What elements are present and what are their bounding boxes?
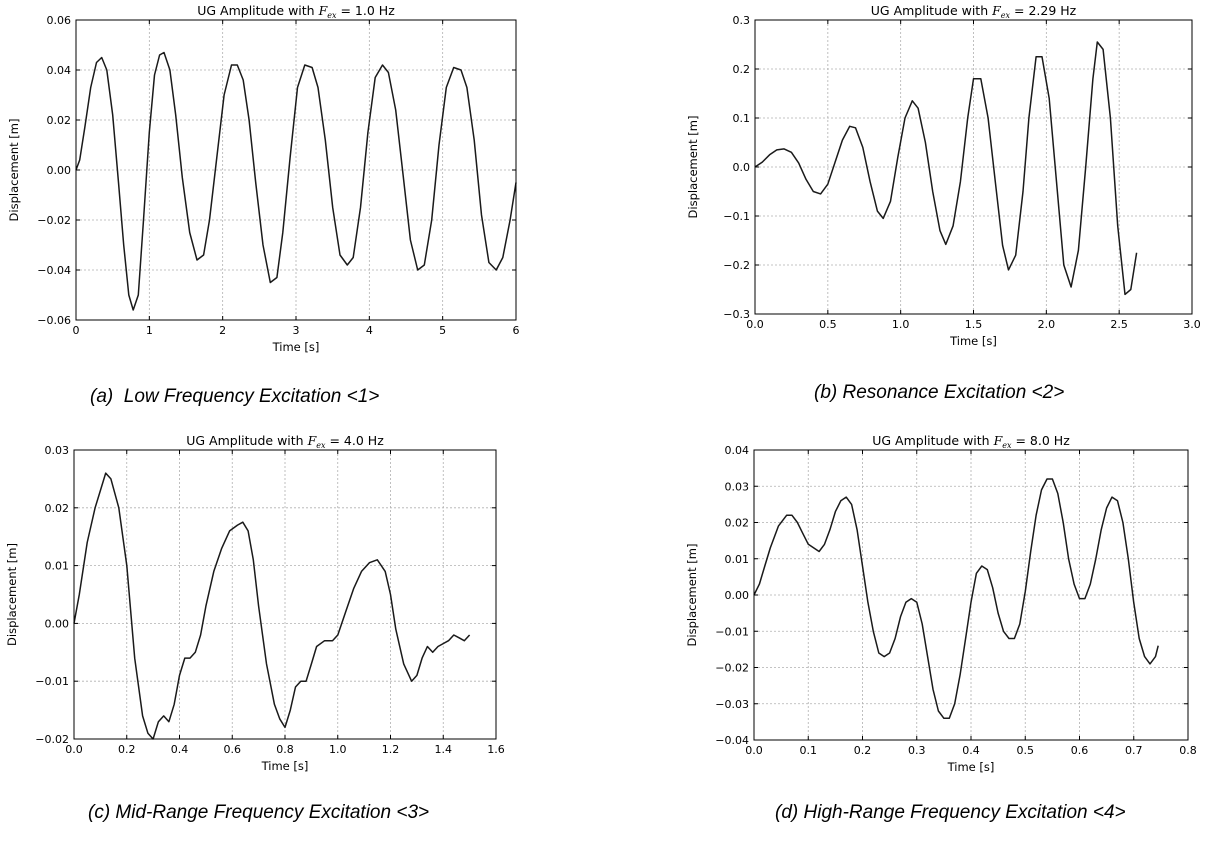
chart-0-x-tick-label: 6 [513, 324, 520, 337]
chart-3-x-axis-label: Time [s] [947, 760, 995, 774]
chart-2-x-tick-label: 0.2 [118, 743, 136, 756]
chart-2-x-tick-label: 1.0 [329, 743, 347, 756]
caption-c: (c) Mid-Range Frequency Excitation <3> [88, 802, 430, 823]
chart-2-y-tick-label: −0.02 [35, 733, 69, 746]
chart-0-x-tick-label: 1 [146, 324, 153, 337]
chart-3-y-tick-label: −0.02 [715, 662, 749, 675]
chart-1-y-tick-label: 0.2 [733, 63, 751, 76]
chart-0-y-tick-label: −0.02 [37, 214, 71, 227]
chart-0-y-tick-label: 0.00 [47, 164, 72, 177]
chart-3-y-tick-label: 0.03 [725, 480, 750, 493]
chart-3-y-tick-label: −0.04 [715, 734, 749, 747]
chart-2-title: UG Amplitude with Fex = 4.0 Hz [186, 433, 384, 450]
chart-0-x-tick-label: 2 [219, 324, 226, 337]
chart-0-y-tick-label: 0.02 [47, 114, 72, 127]
chart-1-x-tick-label: 1.0 [892, 318, 910, 331]
chart-1-y-tick-label: 0.3 [733, 14, 751, 27]
chart-3-y-tick-label: 0.00 [725, 589, 750, 602]
panel-a-low-frequency: 0 1 2 3 4 5 6 −0.06 −0.04 −0.02 0.00 0.02 0.04 0.06 Ti… [0, 0, 560, 420]
chart-3-x-tick-label: 0.3 [908, 744, 926, 757]
chart-0-x-tick-label: 4 [366, 324, 373, 337]
chart-2-x-tick-label: 0.6 [224, 743, 242, 756]
chart-0-y-tick-label: 0.06 [47, 14, 72, 27]
chart-3-y-tick-label: 0.04 [725, 444, 750, 457]
chart-2-series-line [73, 472, 471, 740]
chart-2-x-tick-label: 1.6 [487, 743, 505, 756]
chart-0-x-axis-label: Time [s] [272, 340, 320, 354]
chart-1-y-tick-label: −0.3 [723, 308, 750, 321]
chart-0-series-line [75, 51, 517, 311]
panel-c-mid-range: 0.0 0.2 0.4 0.6 0.8 1.0 1.2 1.4 1.6 −0.02 −0.01 0.0… [0, 430, 560, 843]
chart-2-y-axis-label: Displacement [m] [5, 543, 19, 646]
chart-3-x-tick-label: 0.8 [1179, 744, 1197, 757]
chart-2-y-tick-label: −0.01 [35, 675, 69, 688]
chart-c: 0.0 0.2 0.4 0.6 0.8 1.0 1.2 1.4 1.6 −0.02 −0.01 0.0… [5, 433, 505, 773]
chart-0-y-tick-label: −0.06 [37, 314, 71, 327]
chart-2-x-axis-label: Time [s] [261, 759, 309, 773]
chart-2-y-tick-label: 0.02 [45, 502, 70, 515]
chart-0-x-tick-label: 5 [439, 324, 446, 337]
chart-3-series-line [753, 478, 1159, 720]
chart-2-x-tick-label: 1.4 [435, 743, 453, 756]
chart-0-y-axis-label: Displacement [m] [7, 119, 21, 222]
chart-3-y-tick-label: 0.01 [725, 553, 750, 566]
panel-b-resonance: 0.0 0.5 1.0 1.5 2.0 2.5 3.0 −0.3 −0.2 −0.1 0.0 0.1 0… [640, 0, 1211, 420]
chart-1-y-tick-label: −0.2 [723, 259, 750, 272]
chart-3-title: UG Amplitude with Fex = 8.0 Hz [872, 433, 1070, 450]
chart-d: 0.0 0.1 0.2 0.3 0.4 0.5 0.6 0.7 0.8 −0.04 −0.03 −0.… [685, 433, 1197, 774]
caption-d: (d) High-Range Frequency Excitation <4> [775, 802, 1126, 823]
chart-3-x-tick-label: 0.2 [854, 744, 872, 757]
chart-3-y-tick-label: −0.01 [715, 625, 749, 638]
chart-2-x-tick-label: 0.4 [171, 743, 189, 756]
chart-3-y-tick-label: 0.02 [725, 517, 750, 530]
chart-3-x-tick-label: 0.5 [1017, 744, 1035, 757]
chart-1-x-tick-label: 2.5 [1110, 318, 1128, 331]
chart-1-y-tick-label: 0.1 [733, 112, 751, 125]
chart-b: 0.0 0.5 1.0 1.5 2.0 2.5 3.0 −0.3 −0.2 −0.1 0.0 0.1 0… [686, 3, 1201, 348]
chart-3-x-tick-label: 0.0 [745, 744, 763, 757]
caption-a: (a) Low Frequency Excitation <1> [90, 386, 379, 408]
chart-1-y-tick-label: −0.1 [723, 210, 750, 223]
chart-3-x-tick-label: 0.1 [800, 744, 818, 757]
chart-1-series-line [754, 41, 1138, 296]
chart-1-x-tick-label: 0.5 [819, 318, 837, 331]
chart-0-title: UG Amplitude with Fex = 1.0 Hz [197, 3, 395, 20]
caption-a-label: (a) [90, 386, 114, 407]
chart-2-x-tick-label: 0.8 [276, 743, 294, 756]
chart-a: 0 1 2 3 4 5 6 −0.06 −0.04 −0.02 0.00 0.02 0.04 0.06 Ti… [7, 3, 520, 354]
chart-2-x-tick-label: 1.2 [382, 743, 400, 756]
chart-0-y-tick-label: 0.04 [47, 64, 72, 77]
chart-3-y-axis-label: Displacement [m] [685, 544, 699, 647]
caption-a-text: Low Frequency Excitation <1> [123, 386, 380, 407]
chart-1-x-tick-label: 2.0 [1038, 318, 1056, 331]
chart-2-y-tick-label: 0.00 [45, 617, 70, 630]
panel-d-high-range: 0.0 0.1 0.2 0.3 0.4 0.5 0.6 0.7 0.8 −0.04 −0.03 −0.… [640, 430, 1211, 843]
chart-1-x-tick-label: 0.0 [746, 318, 764, 331]
chart-0-x-tick-label: 0 [73, 324, 80, 337]
chart-1-title: UG Amplitude with Fex = 2.29 Hz [871, 3, 1077, 20]
caption-b: (b) Resonance Excitation <2> [814, 382, 1065, 403]
chart-1-x-tick-label: 1.5 [965, 318, 983, 331]
chart-2-x-tick-label: 0.0 [65, 743, 83, 756]
chart-3-x-tick-label: 0.4 [962, 744, 980, 757]
chart-2-y-tick-label: 0.03 [45, 444, 70, 457]
chart-3-x-tick-label: 0.6 [1071, 744, 1089, 757]
chart-1-x-axis-label: Time [s] [949, 334, 997, 348]
chart-2-y-tick-label: 0.01 [45, 560, 70, 573]
chart-1-x-tick-label: 3.0 [1183, 318, 1201, 331]
chart-0-x-tick-label: 3 [293, 324, 300, 337]
chart-3-x-tick-label: 0.7 [1125, 744, 1143, 757]
chart-3-y-tick-label: −0.03 [715, 698, 749, 711]
chart-0-y-tick-label: −0.04 [37, 264, 71, 277]
chart-1-y-tick-label: 0.0 [733, 161, 751, 174]
chart-1-y-axis-label: Displacement [m] [686, 116, 700, 219]
